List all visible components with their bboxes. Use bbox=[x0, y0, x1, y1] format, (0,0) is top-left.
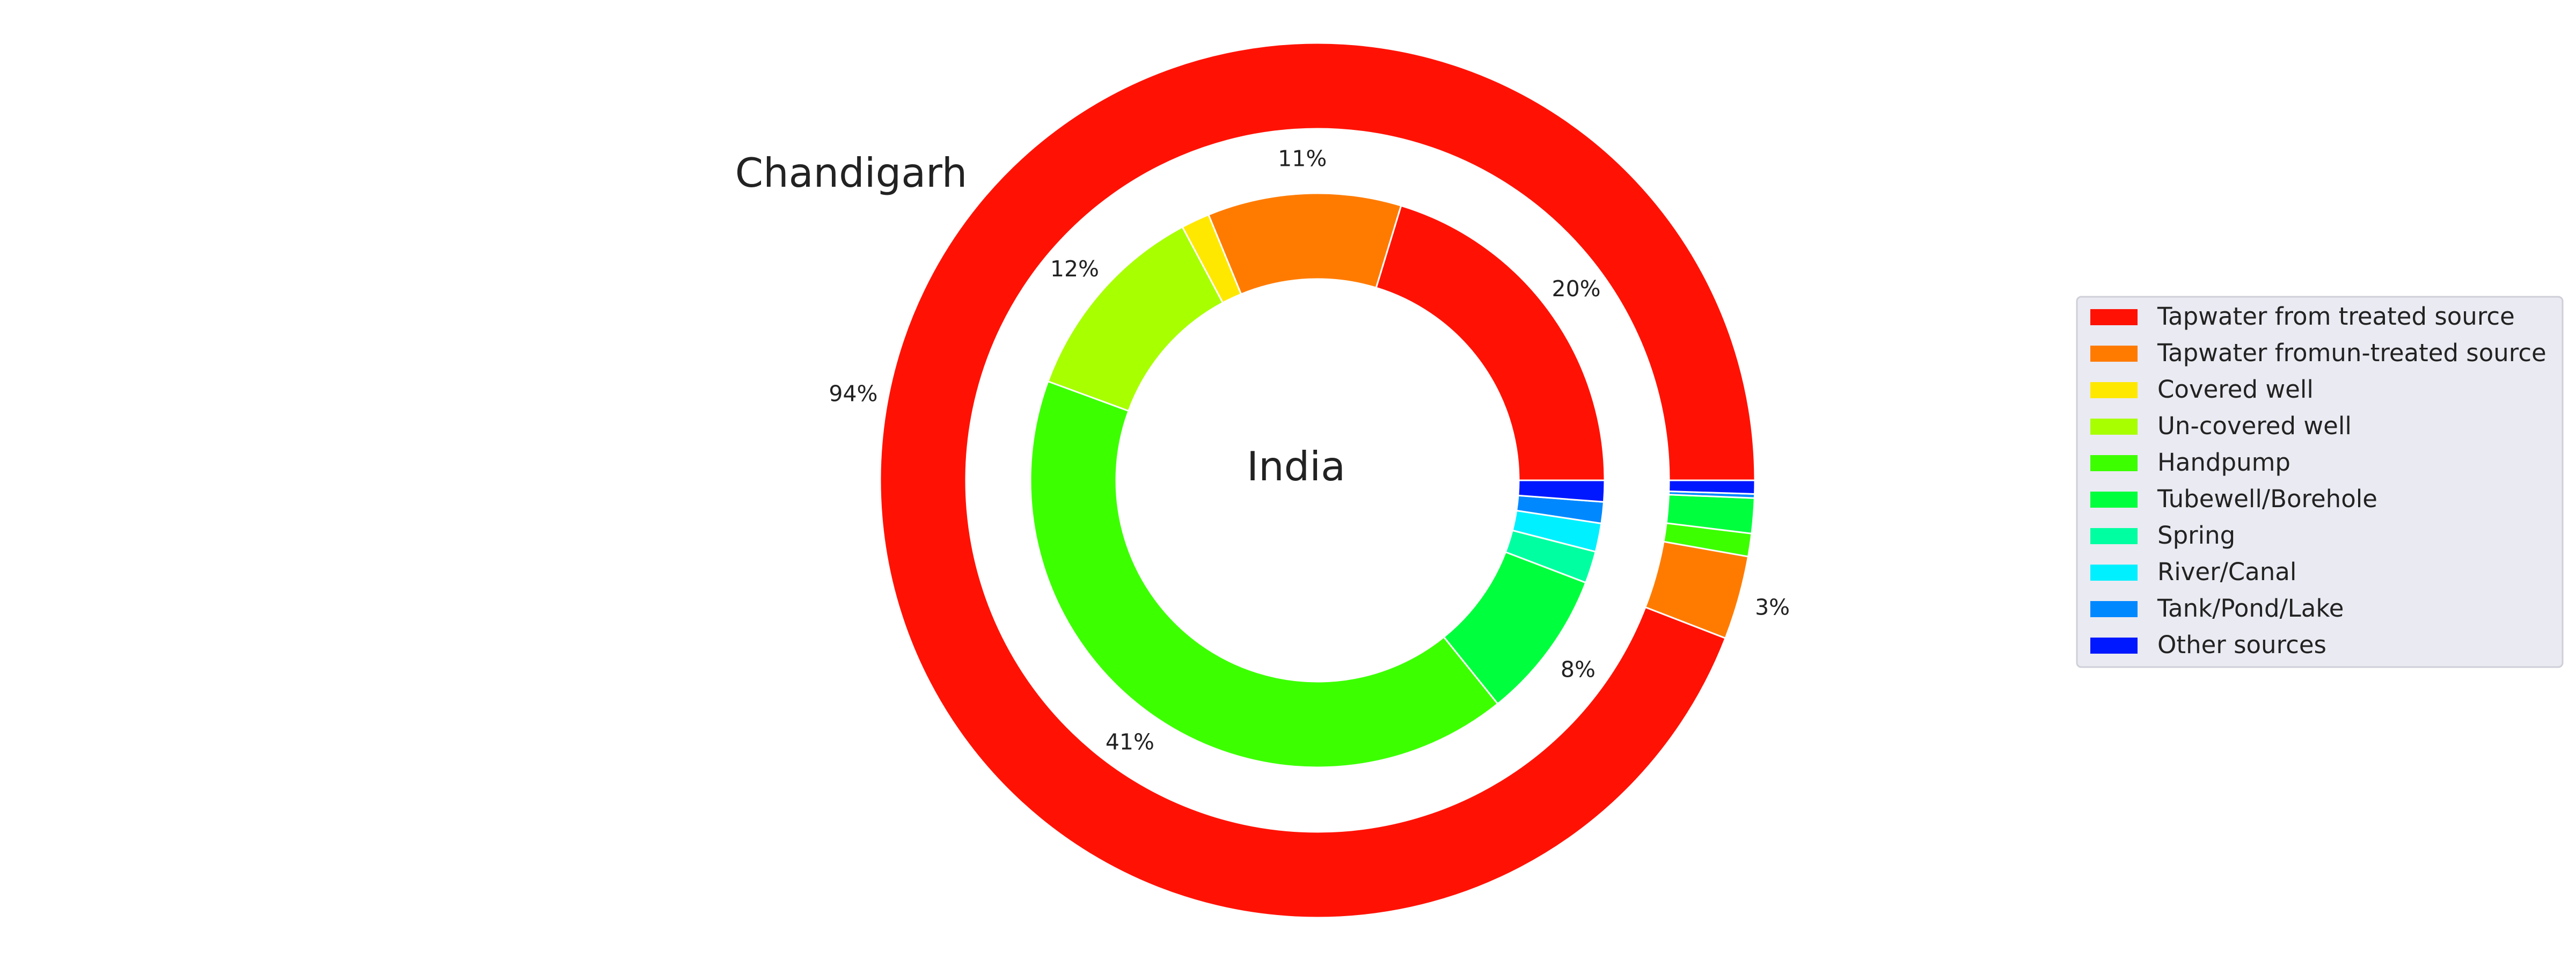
inner-percent-label: 12% bbox=[1050, 256, 1099, 282]
legend-label: Covered well bbox=[2157, 375, 2314, 404]
inner-slice-tapwater-fromun-treated-source bbox=[1207, 192, 1402, 296]
legend-swatch bbox=[2090, 346, 2138, 362]
outer-ring bbox=[879, 42, 1756, 919]
outer-ring-title: Chandigarh bbox=[735, 149, 967, 196]
outer-slice-other-sources bbox=[1668, 479, 1756, 495]
legend-swatch bbox=[2090, 382, 2138, 398]
inner-slice-tapwater-from-treated-source bbox=[1375, 204, 1606, 481]
percent-labels: 94% 3% 20% 11% 12% 41% 8% bbox=[829, 146, 1790, 755]
inner-percent-label: 8% bbox=[1561, 657, 1596, 683]
inner-ring-title: India bbox=[1247, 443, 1345, 490]
legend-swatch bbox=[2090, 309, 2138, 325]
legend-swatch bbox=[2090, 419, 2138, 435]
legend-box bbox=[2076, 296, 2564, 668]
inner-slice-handpump bbox=[1029, 380, 1499, 769]
inner-ring bbox=[1029, 192, 1606, 769]
legend-label: Tubewell/Borehole bbox=[2157, 485, 2377, 513]
outer-slice-tapwater-from-treated-source bbox=[879, 42, 1756, 919]
legend: Tapwater from treated source Tapwater fro… bbox=[2090, 302, 2546, 659]
inner-percent-label: 11% bbox=[1278, 146, 1327, 172]
legend-label: Tank/Pond/Lake bbox=[2157, 594, 2344, 623]
outer-percent-label: 94% bbox=[829, 380, 877, 406]
legend-swatch bbox=[2090, 455, 2138, 471]
legend-swatch bbox=[2090, 638, 2138, 654]
legend-label: Tapwater from treated source bbox=[2157, 302, 2515, 331]
legend-label: River/Canal bbox=[2157, 558, 2296, 586]
legend-label: Un-covered well bbox=[2157, 412, 2352, 440]
legend-label: Other sources bbox=[2157, 631, 2326, 659]
inner-slice-un-covered-well bbox=[1046, 225, 1224, 412]
legend-label: Tapwater fromun-treated source bbox=[2157, 339, 2546, 367]
inner-percent-label: 20% bbox=[1552, 276, 1600, 302]
outer-percent-label: 3% bbox=[1755, 595, 1790, 620]
legend-swatch bbox=[2090, 492, 2138, 508]
legend-swatch bbox=[2090, 565, 2138, 581]
legend-label: Handpump bbox=[2157, 448, 2290, 477]
inner-percent-label: 41% bbox=[1106, 729, 1154, 755]
inner-slice-other-sources bbox=[1517, 479, 1606, 503]
legend-swatch bbox=[2090, 601, 2138, 617]
legend-swatch bbox=[2090, 528, 2138, 544]
legend-label: Spring bbox=[2157, 521, 2235, 550]
